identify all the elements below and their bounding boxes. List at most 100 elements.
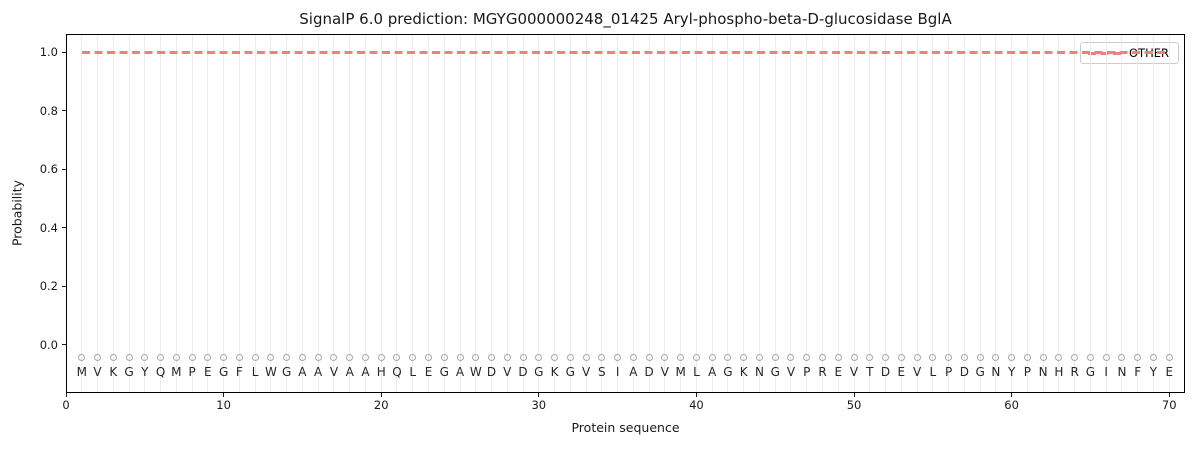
residue-gridline [380, 35, 382, 392]
residue-gridline [554, 35, 556, 392]
residue-marker-circle [803, 354, 811, 361]
residue-gridline [160, 35, 162, 392]
residue-gridline [853, 35, 855, 392]
residue-gridline [144, 35, 146, 392]
chart-title: SignalP 6.0 prediction: MGYG000000248_01… [299, 10, 952, 28]
residue-gridline [916, 35, 918, 392]
y-tick-label: 0.6 [39, 162, 58, 176]
residue-gridline [1026, 35, 1028, 392]
residue-gridline [695, 35, 697, 392]
residue-marker-circle [913, 354, 921, 361]
residue-marker-circle [1165, 354, 1173, 361]
residue-letter: L [409, 365, 417, 379]
residue-letter: T [866, 365, 874, 379]
y-axis-label: Probability [9, 179, 25, 247]
residue-gridline [664, 35, 666, 392]
residue-marker-circle [629, 354, 637, 361]
residue-gridline [617, 35, 619, 392]
residue-gridline [932, 35, 934, 392]
residue-letter: F [235, 365, 243, 379]
residue-gridline [869, 35, 871, 392]
x-tick-label: 60 [1004, 398, 1019, 412]
residue-gridline [538, 35, 540, 392]
residue-letter: M [76, 365, 87, 379]
residue-letter: G [1085, 365, 1096, 379]
residue-marker-circle [519, 354, 527, 361]
residue-letter: V [503, 365, 512, 379]
residue-gridline [680, 35, 682, 392]
residue-marker-circle [708, 354, 716, 361]
residue-letter: H [1054, 365, 1064, 379]
x-tick-label: 0 [62, 398, 70, 412]
residue-letter: V [93, 365, 102, 379]
residue-gridline [1074, 35, 1076, 392]
residue-marker-circle [897, 354, 905, 361]
residue-letter: D [486, 365, 497, 379]
residue-letter: A [455, 365, 465, 379]
residue-letter: G [565, 365, 575, 379]
residue-gridline [207, 35, 209, 392]
x-tick-label: 40 [689, 398, 704, 412]
residue-gridline [97, 35, 99, 392]
residue-gridline [223, 35, 225, 392]
residue-gridline [396, 35, 398, 392]
residue-marker-circle [1039, 354, 1047, 361]
residue-gridline [837, 35, 839, 392]
residue-marker-circle [850, 354, 858, 361]
residue-letter: N [991, 365, 1001, 379]
residue-letter: D [518, 365, 528, 379]
residue-letter: P [944, 365, 953, 379]
residue-marker-circle [251, 354, 259, 361]
residue-gridline [349, 35, 351, 392]
residue-gridline [790, 35, 792, 392]
residue-marker-circle [614, 354, 622, 361]
residue-marker-circle [1008, 354, 1016, 361]
residue-letter: E [834, 365, 843, 379]
residue-marker-circle [472, 354, 480, 361]
x-tick-mark [65, 393, 67, 397]
residue-marker-circle [503, 354, 511, 361]
residue-gridline [900, 35, 902, 392]
residue-marker-circle [141, 354, 149, 361]
residue-gridline [443, 35, 445, 392]
residue-letter: D [959, 365, 969, 379]
y-tick-label: 0.8 [39, 103, 58, 118]
residue-letter: A [708, 365, 717, 379]
residue-marker-circle [346, 354, 354, 361]
y-tick-mark [62, 51, 66, 53]
residue-marker-circle [172, 354, 180, 361]
residue-letter: G [439, 365, 449, 379]
y-tick-mark [62, 227, 66, 228]
residue-letter: L [693, 365, 700, 379]
x-tick-mark [695, 393, 697, 397]
residue-gridline [491, 35, 493, 392]
residue-gridline [632, 35, 634, 392]
residue-marker-circle [330, 354, 338, 361]
residue-gridline [727, 35, 729, 392]
residue-letter: E [424, 365, 433, 379]
residue-marker-circle [945, 354, 953, 361]
residue-marker-circle [377, 354, 385, 361]
residue-gridline [286, 35, 288, 392]
residue-letter: G [975, 365, 985, 379]
residue-letter: V [912, 365, 922, 379]
residue-marker-circle [188, 354, 196, 361]
residue-letter: N [754, 365, 764, 379]
residue-letter: G [770, 365, 780, 379]
residue-letter: I [615, 365, 620, 379]
residue-marker-circle [235, 354, 243, 361]
residue-gridline [948, 35, 950, 392]
residue-marker-circle [409, 354, 417, 361]
residue-gridline [364, 35, 366, 392]
residue-gridline [569, 35, 571, 392]
residue-gridline [522, 35, 524, 392]
residue-letter: E [897, 365, 906, 379]
y-tick-label: 0.0 [39, 337, 58, 352]
residue-marker-circle [78, 354, 86, 361]
residue-marker-circle [598, 354, 606, 361]
residue-marker-circle [157, 354, 165, 361]
x-tick-mark [380, 393, 382, 397]
x-axis-label: Protein sequence [571, 420, 680, 435]
residue-marker-circle [866, 354, 874, 361]
